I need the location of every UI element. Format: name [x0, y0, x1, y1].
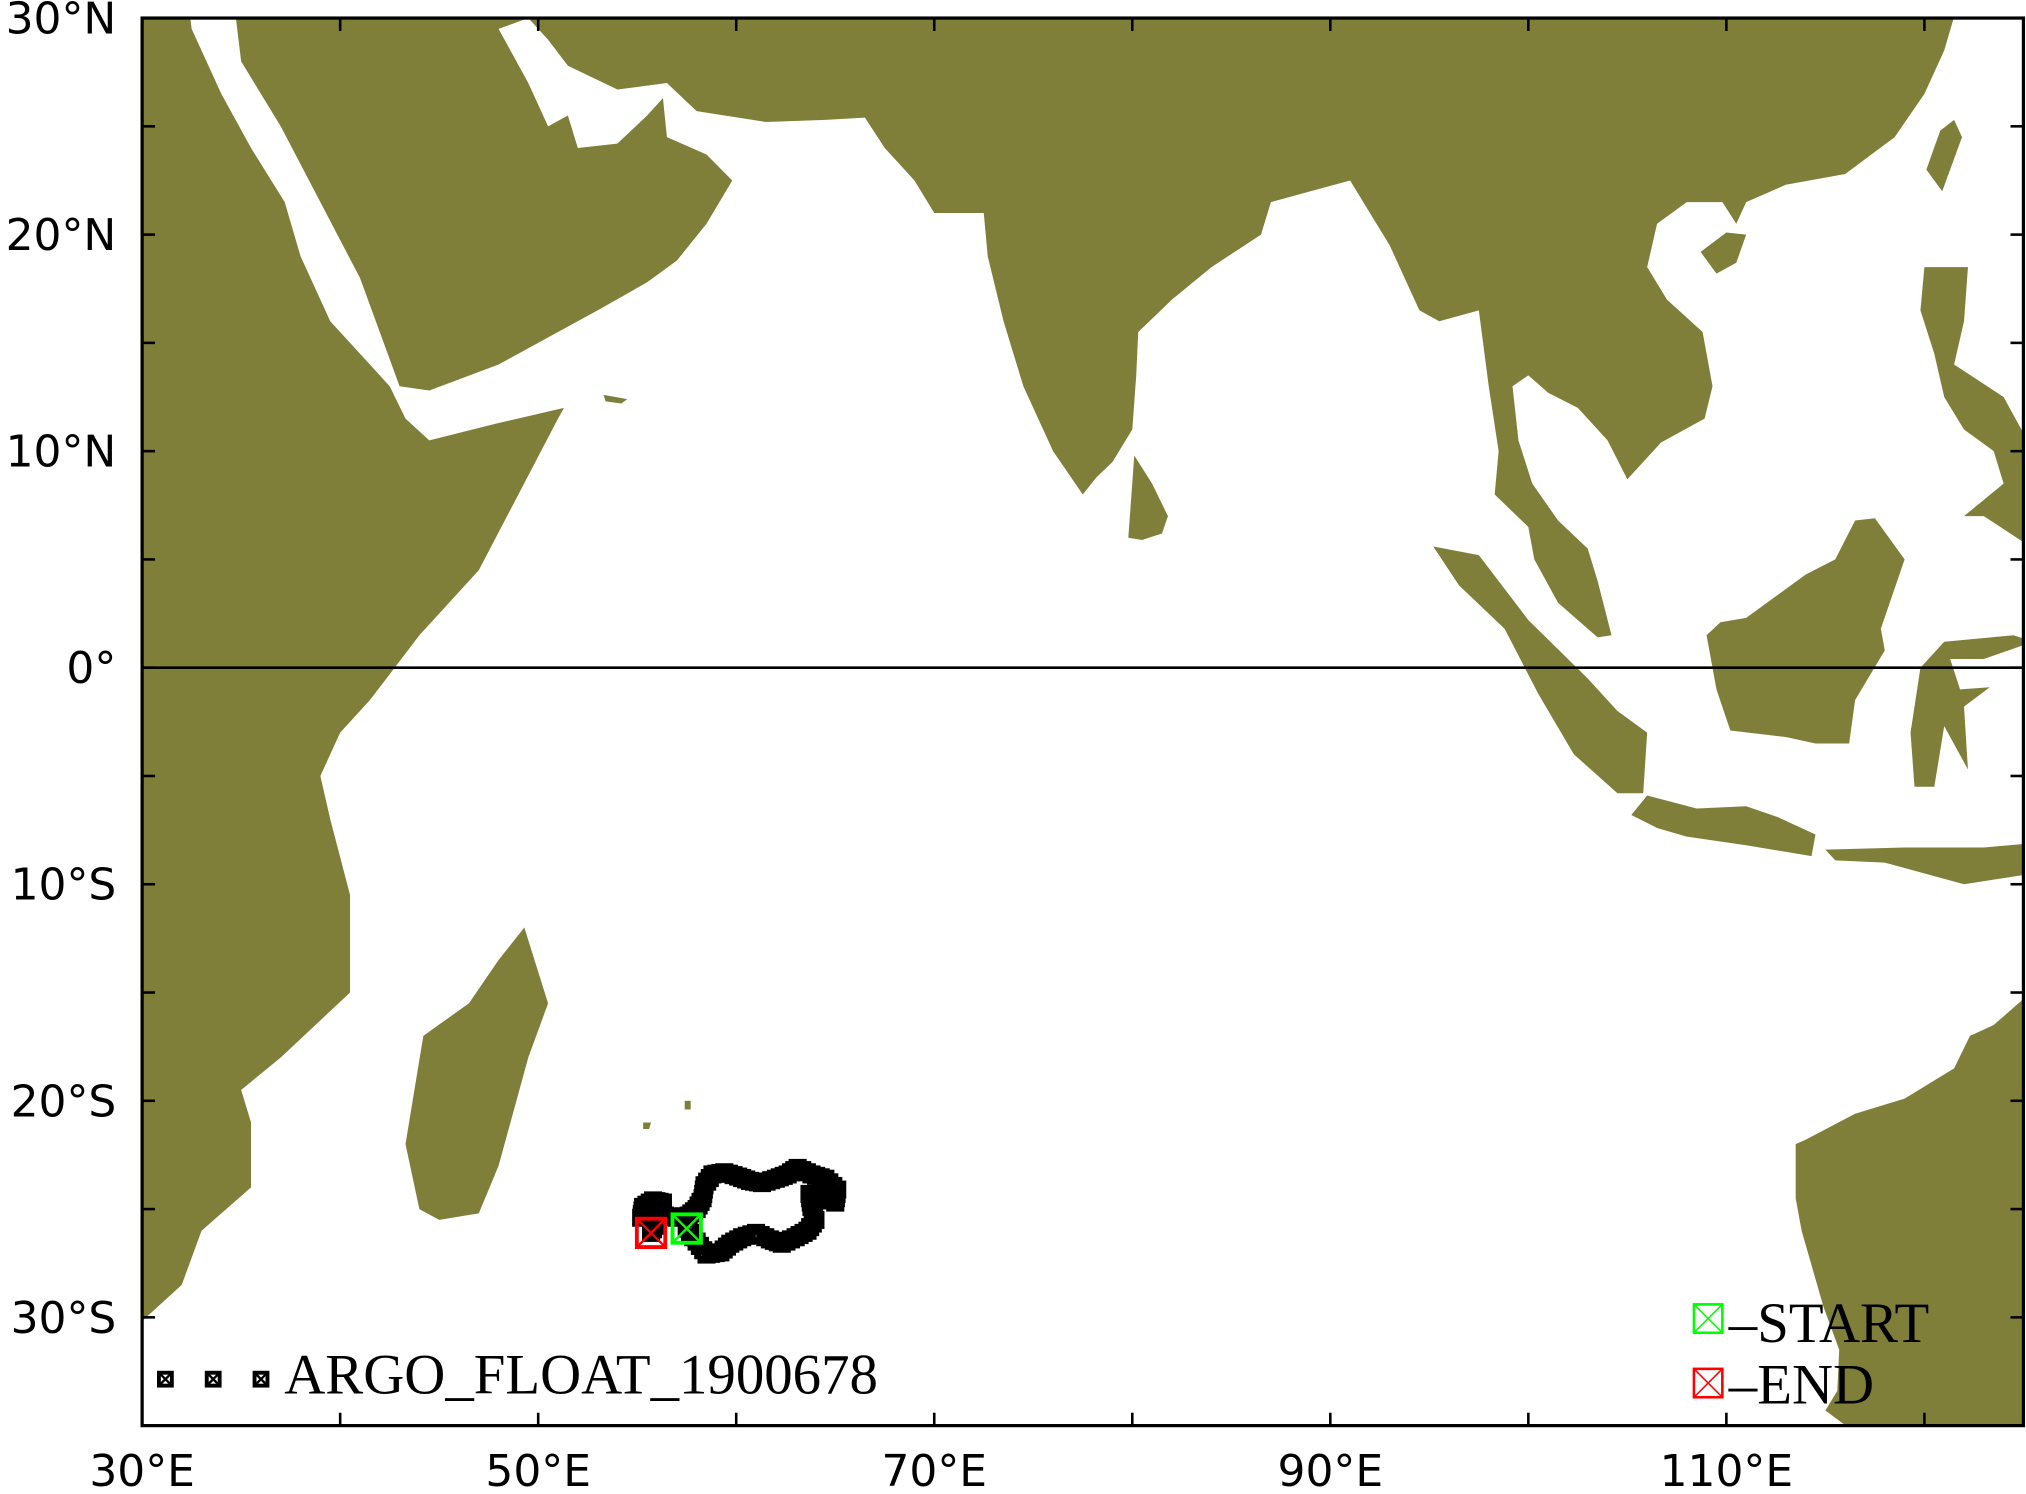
marker-box [1692, 1303, 1724, 1335]
marker-box [156, 1370, 174, 1388]
marker-box [634, 1216, 668, 1250]
land-asia [235, 18, 1954, 638]
legend-track-marker [252, 1370, 270, 1388]
marker-cross [1693, 1368, 1723, 1398]
marker-cross [773, 1235, 790, 1252]
y-tick-label: 20°N [6, 210, 117, 261]
marker-cross [738, 1227, 755, 1244]
end-legend-label: –END [1728, 1354, 1874, 1417]
legend-start-marker [1692, 1303, 1724, 1335]
y-tick-label: 10°S [11, 860, 117, 911]
land-madagascar [405, 927, 549, 1220]
marker-cross [253, 1371, 269, 1387]
marker-box [670, 1212, 703, 1245]
land-mauritius [684, 1100, 691, 1110]
legend-track-marker [156, 1370, 174, 1388]
marker-cross [671, 1213, 702, 1244]
track-legend: ARGO_FLOAT_1900678 [156, 1343, 878, 1406]
land-philippines [1920, 267, 2024, 543]
marker-box [642, 1223, 661, 1242]
track-legend-markers [156, 1370, 270, 1388]
marker-cross [158, 1371, 173, 1387]
marker-box [252, 1370, 270, 1388]
land-sulawesi [1910, 635, 2024, 787]
land-taiwan [1926, 119, 1963, 192]
x-axis-labels: 30°E 50°E 70°E 90°E 110°E [89, 1446, 1793, 1494]
y-tick-label: 10°N [6, 427, 117, 478]
float-track [632, 1158, 847, 1264]
start-marker-icon [1692, 1303, 1724, 1335]
legend-end-marker [1692, 1367, 1724, 1399]
y-tick-label: 30°S [11, 1293, 117, 1344]
x-tick-label: 30°E [89, 1446, 195, 1494]
y-tick-label: 20°S [11, 1076, 117, 1127]
land-hainan [1700, 232, 1747, 274]
x-tick-label: 70°E [881, 1446, 987, 1494]
marker-cross [734, 1229, 751, 1246]
land-borneo [1706, 518, 1905, 744]
land-sumatra [1433, 546, 1648, 794]
y-axis-labels: 30°N 20°N 10°N 0° 10°S 20°S 30°S [6, 0, 117, 1344]
marker-box [1692, 1367, 1724, 1399]
map-frame [140, 16, 2026, 1428]
track-legend-label: ARGO_FLOAT_1900678 [284, 1343, 878, 1406]
y-tick-label: 30°N [6, 0, 117, 45]
start-legend-label: –START [1728, 1292, 1929, 1355]
land-socotra [603, 394, 628, 404]
x-tick-label: 110°E [1660, 1446, 1794, 1494]
start-marker [670, 1212, 703, 1245]
marker-box [204, 1370, 222, 1388]
marker-cross [767, 1170, 784, 1187]
start-end-legend: –START –END [1692, 1292, 1929, 1417]
legend-track-marker [204, 1370, 222, 1388]
land-sri-lanka [1128, 455, 1168, 540]
end-marker [634, 1216, 668, 1250]
land-reunion [643, 1122, 652, 1129]
land-masses [142, 18, 2024, 1426]
marker-cross [1693, 1303, 1723, 1334]
end-marker-icon [1692, 1367, 1724, 1399]
y-tick-label: 0° [66, 643, 116, 694]
land-java [1631, 795, 1816, 857]
marker-cross [205, 1371, 221, 1387]
land-africa [142, 18, 564, 1321]
land-australia [1795, 999, 2024, 1426]
marker-cross [636, 1217, 667, 1248]
x-tick-label: 50°E [485, 1446, 591, 1494]
x-tick-label: 90°E [1278, 1446, 1384, 1494]
land-lesser-sunda [1825, 843, 2024, 885]
